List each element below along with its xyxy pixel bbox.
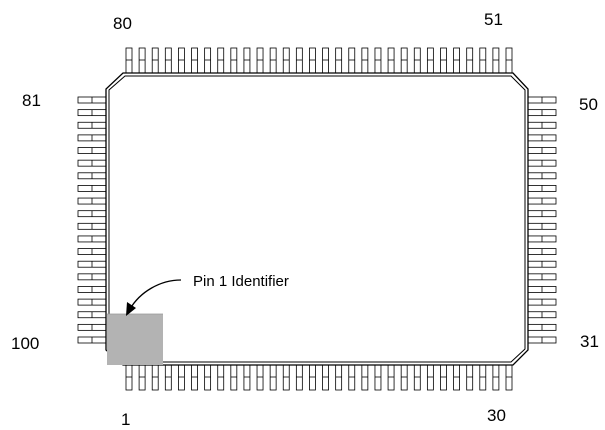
pin-bottom [138, 364, 146, 391]
package-body-inner [108, 75, 526, 363]
pin-top [440, 47, 447, 74]
pin-top [178, 47, 185, 74]
pin-bottom [492, 364, 500, 391]
pin-top [374, 47, 382, 74]
pin-number-top-right: 51 [484, 10, 503, 29]
pin-bottom [374, 364, 382, 391]
pin-number-top-left: 80 [113, 14, 132, 33]
pin-bottom [440, 364, 447, 391]
pin-bottom [204, 364, 212, 391]
pin-top [426, 47, 434, 74]
pin-top [309, 47, 316, 74]
pin-bottom [400, 364, 408, 391]
pin-bottom [191, 364, 198, 391]
pin-top [413, 47, 421, 74]
pin-top [230, 47, 238, 74]
pin-top [125, 47, 133, 74]
pin-top [453, 47, 460, 74]
pin-top [191, 47, 198, 74]
pin-top [217, 47, 225, 74]
pin-bottom [178, 364, 185, 391]
callout-arrowhead [126, 302, 136, 316]
pin-number-right-top: 50 [579, 95, 598, 114]
pin-bottom [309, 364, 316, 391]
pin-number-bottom-left: 1 [121, 410, 130, 429]
pin1-identifier-marker [107, 314, 163, 365]
pin-top [295, 47, 303, 74]
pin-bottom [282, 364, 290, 391]
pin-number-left-bottom: 100 [11, 334, 39, 353]
pin-bottom [413, 364, 421, 391]
pin-number-bottom-right: 30 [487, 406, 506, 425]
pin-bottom [151, 364, 159, 391]
pin-top [322, 47, 329, 74]
pin-bottom [335, 364, 343, 391]
pin-bottom [453, 364, 460, 391]
pin-row-top [125, 47, 513, 74]
pin-number-left-top: 81 [22, 91, 41, 110]
pin-top [505, 47, 513, 74]
pin-bottom [125, 364, 133, 391]
pin-top [164, 47, 172, 74]
pin-top [138, 47, 146, 74]
pin-column-right [527, 96, 557, 344]
pin-column-left [77, 96, 107, 344]
pin-top [204, 47, 212, 74]
pin-bottom [243, 364, 251, 391]
pin-top [151, 47, 159, 74]
pin-top [335, 47, 343, 74]
pin-top [243, 47, 251, 74]
pin-number-right-bottom: 31 [580, 332, 599, 351]
pin-bottom [348, 364, 356, 391]
pin-bottom [269, 364, 277, 391]
pin-bottom [322, 364, 329, 391]
callout-label: Pin 1 Identifier [193, 273, 289, 290]
pin-top [256, 47, 264, 74]
pin-top [492, 47, 500, 74]
pin-top [387, 47, 395, 74]
pin-bottom [466, 364, 474, 391]
pin-top [400, 47, 408, 74]
pin-top [269, 47, 277, 74]
pin-bottom [479, 364, 487, 391]
pin-bottom [164, 364, 172, 391]
pin-top [479, 47, 487, 74]
pin-bottom [256, 364, 264, 391]
pin-top [282, 47, 290, 74]
pin-bottom [387, 364, 395, 391]
pin-top [348, 47, 356, 74]
pin-top [466, 47, 474, 74]
pin-top [361, 47, 369, 74]
pin-bottom [361, 364, 369, 391]
pin-bottom [217, 364, 225, 391]
pin-bottom [230, 364, 238, 391]
pin-row-bottom [125, 364, 513, 391]
pin-bottom [295, 364, 303, 391]
callout-arrow-line [129, 279, 182, 310]
pin-bottom [426, 364, 434, 391]
package-body-outer [105, 72, 529, 366]
pin-bottom [505, 364, 513, 391]
